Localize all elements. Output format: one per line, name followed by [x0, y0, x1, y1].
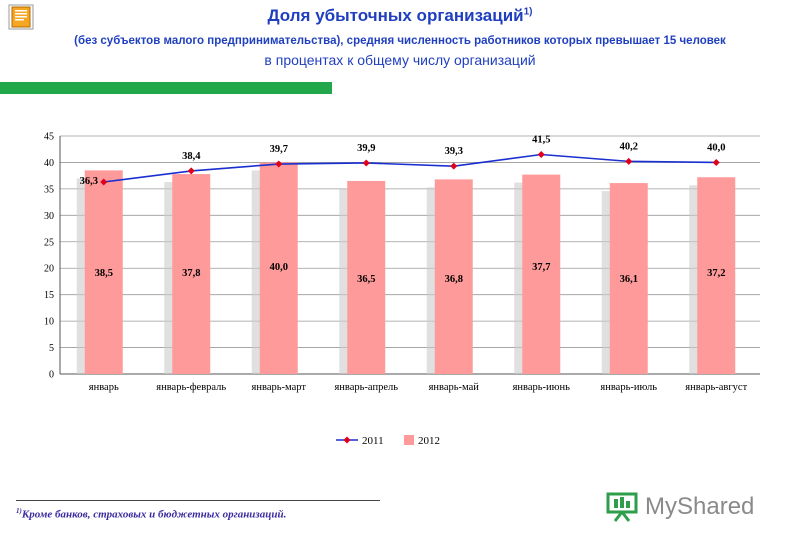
bar-data-label: 36,8: [445, 274, 463, 285]
line-marker: [187, 167, 195, 175]
bar-data-label: 38,5: [95, 268, 113, 279]
legend-label-2011: 2011: [362, 435, 384, 447]
line-data-label: 41,5: [532, 135, 550, 146]
bar-data-label: 37,7: [532, 262, 550, 273]
y-tick-label: 35: [44, 184, 54, 195]
y-tick-label: 0: [49, 370, 54, 381]
line-data-label: 39,9: [357, 143, 375, 154]
bar-data-label: 36,5: [357, 274, 375, 285]
logo: MyShared: [605, 492, 754, 522]
footnote-text: Кроме банков, страховых и бюджетных орга…: [21, 508, 287, 521]
footnote: 1)Кроме банков, страховых и бюджетных ор…: [16, 507, 286, 521]
subtitle-units: в процентах к общему числу организаций: [264, 52, 536, 68]
y-tick-label: 5: [49, 343, 54, 354]
bar: [172, 174, 211, 374]
y-tick-label: 30: [44, 211, 54, 222]
footnote-divider: [16, 500, 380, 501]
y-tick-label: 15: [44, 290, 54, 301]
y-tick-label: 40: [44, 158, 54, 169]
bar-data-label: 37,2: [707, 268, 725, 279]
bar-data-label: 36,1: [620, 274, 638, 285]
bar: [609, 183, 648, 374]
line-marker: [275, 160, 283, 168]
title-text: Доля убыточных организаций: [267, 6, 524, 25]
x-tick-label: январь-апрель: [334, 382, 398, 393]
bar: [347, 180, 386, 374]
x-tick-label: январь-март: [252, 382, 307, 393]
x-tick-label: январь-февраль: [156, 382, 226, 393]
line-data-label: 38,4: [182, 151, 201, 162]
green-accent-bar: [0, 82, 332, 94]
document-icon: [8, 4, 34, 30]
bar-data-label: 37,8: [182, 268, 200, 279]
line-data-label: 40,0: [707, 142, 725, 153]
page-title: Доля убыточных организаций1): [0, 6, 800, 26]
legend-label-2012: 2012: [418, 435, 440, 447]
line-marker: [712, 158, 720, 166]
footnote-sup: 1): [16, 507, 22, 515]
line-data-label: 36,3: [80, 176, 98, 187]
bar: [259, 162, 298, 374]
y-tick-label: 25: [44, 237, 54, 248]
bar: [84, 170, 123, 374]
bar: [434, 179, 473, 374]
bar: [697, 177, 736, 374]
legend-bar-swatch: [404, 435, 414, 445]
logo-text: MyShared: [645, 493, 755, 520]
x-tick-label: январь-август: [685, 382, 747, 393]
y-tick-label: 20: [44, 264, 54, 275]
bar-data-label: 40,0: [270, 262, 288, 273]
x-tick-label: январь: [89, 382, 119, 393]
line-marker: [537, 151, 545, 159]
x-tick-label: январь-июль: [600, 382, 657, 393]
line-series-2011: [103, 153, 717, 183]
subtitle: (без субъектов малого предпринимательств…: [74, 35, 726, 47]
legend-marker-swatch: [343, 436, 351, 444]
presentation-board-icon: [606, 492, 638, 522]
line-marker: [450, 162, 458, 170]
bar: [522, 174, 561, 374]
line-data-label: 39,7: [270, 144, 288, 155]
line-marker: [625, 157, 633, 165]
chart: 0 5 10 15 20 25 30 35 40 45 38,5 37,8 40,0 36,5 36,8 37…: [44, 132, 760, 447]
y-tick-label: 45: [44, 132, 54, 143]
line-marker: [100, 178, 108, 186]
line-marker: [362, 159, 370, 167]
x-tick-label: январь-июнь: [513, 382, 571, 393]
x-tick-label: январь-май: [429, 382, 480, 393]
line-data-label: 40,2: [620, 141, 638, 152]
title-sup: 1): [523, 6, 533, 18]
y-tick-label: 10: [44, 317, 54, 328]
line-data-label: 39,3: [445, 146, 463, 157]
